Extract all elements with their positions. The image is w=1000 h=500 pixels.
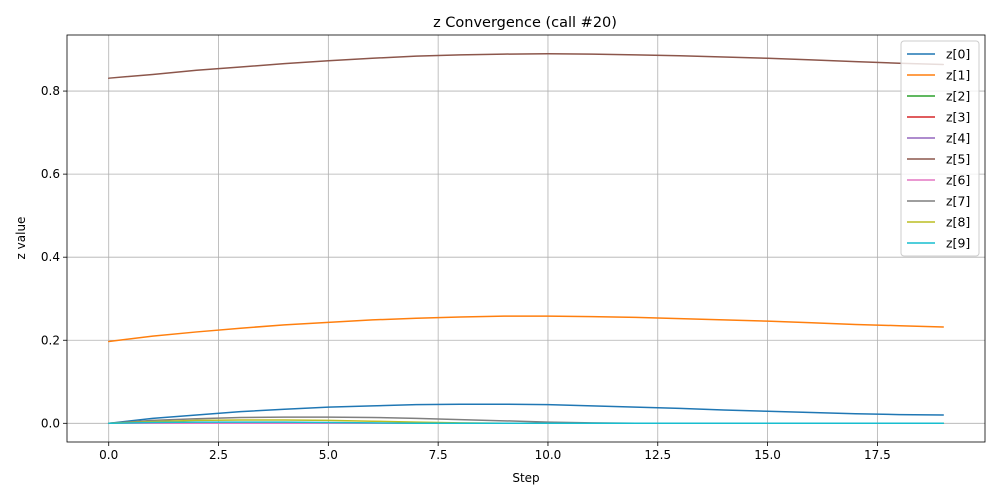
legend-box bbox=[900, 40, 980, 257]
series-lines bbox=[107, 52, 945, 425]
legend-label: z[3] bbox=[946, 110, 970, 125]
x-tick-label: 0.0 bbox=[99, 448, 118, 462]
chart-title: z Convergence (call #20) bbox=[433, 15, 617, 31]
series-line-z0 bbox=[107, 403, 945, 425]
y-tick-label: 0.8 bbox=[41, 84, 60, 98]
x-tick-label: 7.5 bbox=[429, 448, 448, 462]
series-line-z9 bbox=[107, 421, 945, 425]
x-tick-label: 10.0 bbox=[535, 448, 562, 462]
x-axis-label: Step bbox=[512, 471, 539, 485]
x-tick-label: 17.5 bbox=[864, 448, 891, 462]
legend-label: z[5] bbox=[946, 152, 970, 167]
legend: z[0] z[1] z[2] z[3] z[4] z[5] z[6] z[7] z[8] z[9] bbox=[900, 40, 980, 257]
x-tick-label: 15.0 bbox=[754, 448, 781, 462]
plot-area-frame bbox=[66, 34, 986, 443]
y-tick-label: 0.0 bbox=[41, 416, 60, 430]
x-tick-label: 12.5 bbox=[644, 448, 671, 462]
y-tick-label: 0.6 bbox=[41, 167, 60, 181]
y-tick-label: 0.4 bbox=[41, 250, 60, 264]
legend-label: z[1] bbox=[946, 68, 970, 83]
legend-label: z[8] bbox=[946, 215, 970, 230]
y-axis-label: z value bbox=[14, 217, 28, 260]
legend-label: z[9] bbox=[946, 236, 970, 251]
series-line-z1 bbox=[107, 315, 945, 343]
y-axis-ticks: 0.0 0.2 0.4 0.6 0.8 bbox=[41, 84, 67, 430]
series-line-z5 bbox=[107, 52, 945, 79]
legend-label: z[2] bbox=[946, 89, 970, 104]
x-tick-label: 5.0 bbox=[319, 448, 338, 462]
y-tick-label: 0.2 bbox=[41, 333, 60, 347]
legend-label: z[0] bbox=[946, 47, 970, 62]
legend-label: z[4] bbox=[946, 131, 970, 146]
x-tick-label: 2.5 bbox=[209, 448, 228, 462]
legend-label: z[7] bbox=[946, 194, 970, 209]
grid bbox=[67, 35, 985, 442]
x-axis-ticks: 0.0 2.5 5.0 7.5 10.0 12.5 15.0 17.5 bbox=[99, 442, 891, 462]
legend-label: z[6] bbox=[946, 173, 970, 188]
